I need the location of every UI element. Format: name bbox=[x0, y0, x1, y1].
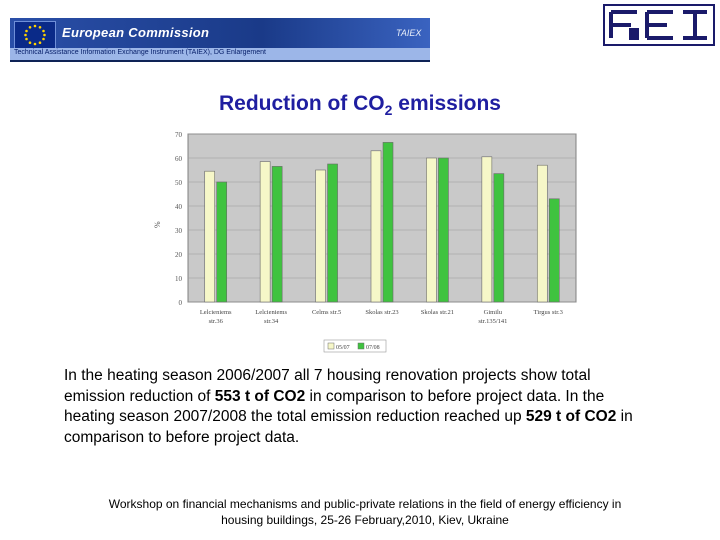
european-commission-title: European Commission bbox=[62, 25, 210, 40]
bar bbox=[216, 181, 228, 303]
x-tick-label: Lelcieniems bbox=[200, 309, 232, 316]
bar bbox=[370, 150, 382, 303]
plot-area bbox=[187, 133, 577, 303]
y-tick-label: 60 bbox=[175, 155, 183, 163]
european-commission-banner: European Commission TAIEX Technical Assi… bbox=[10, 18, 430, 62]
title-main: Reduction of CO bbox=[218, 92, 385, 115]
body-text-2: in comparison to before project data. In… bbox=[64, 387, 605, 426]
bar bbox=[382, 142, 394, 303]
body-bold-1: 553 t of CO2 bbox=[214, 387, 306, 405]
slide-title: Reduction of CO2 emissions bbox=[0, 92, 720, 118]
title-subscript: 2 bbox=[384, 102, 393, 119]
workshop-footer: Workshop on financial mechanisms and pub… bbox=[40, 496, 690, 528]
legend-label: 05/07 bbox=[336, 345, 350, 351]
bar bbox=[548, 198, 560, 303]
banner-top: European Commission TAIEX bbox=[10, 18, 430, 49]
x-tick-label: Lelcieniems bbox=[255, 309, 287, 316]
x-tick-label: str.34 bbox=[264, 318, 279, 325]
body-bold-2: 529 t of CO2 bbox=[525, 408, 617, 425]
title-end: emissions bbox=[392, 92, 501, 115]
x-tick-label: Tirgus str.3 bbox=[534, 309, 563, 316]
footer-line-2: housing buildings, 25-26 February,2010, … bbox=[221, 513, 509, 527]
bar bbox=[204, 170, 216, 303]
bar bbox=[481, 156, 493, 303]
bar bbox=[327, 163, 338, 303]
footer-line-1: Workshop on financial mechanisms and pub… bbox=[108, 497, 622, 511]
y-tick-label: 70 bbox=[175, 131, 183, 139]
y-tick-label: 20 bbox=[175, 251, 183, 259]
x-tick-label: Celms str.5 bbox=[312, 309, 341, 316]
title-text: Reduction of CO2 emissions bbox=[218, 92, 501, 119]
bar bbox=[271, 166, 283, 303]
x-tick-label: Gimilu bbox=[484, 309, 503, 316]
legend-label: 07/08 bbox=[366, 345, 380, 351]
taiex-label: TAIEX bbox=[396, 28, 422, 38]
legend-box bbox=[323, 339, 387, 353]
chart-svg: 0 10 20 30 40 50 60 70% Lelcieniems str.36 Lelcien… bbox=[153, 131, 577, 353]
x-tick-label: Skolas str.21 bbox=[421, 309, 454, 316]
legend-swatch bbox=[357, 342, 365, 350]
y-tick-label: 40 bbox=[175, 203, 183, 211]
emissions-chart: 0 10 20 30 40 50 60 70% Lelcieniems str.36 Lelcien… bbox=[144, 126, 580, 356]
y-tick-label: 10 bbox=[175, 275, 183, 283]
fei-logo bbox=[603, 4, 715, 46]
y-tick-label: 50 bbox=[175, 179, 183, 187]
eu-flag-icon bbox=[14, 21, 56, 49]
banner-subtitle-strip: Technical Assistance Information Exchang… bbox=[10, 48, 430, 60]
bar bbox=[438, 157, 449, 303]
y-axis-label: % bbox=[153, 221, 162, 228]
bar bbox=[426, 157, 437, 303]
body-text-3: in comparison to before project data. bbox=[64, 408, 633, 446]
bar bbox=[536, 164, 548, 303]
bar bbox=[493, 173, 505, 303]
y-tick-label: 30 bbox=[175, 227, 183, 235]
x-tick-label: Skolas str.23 bbox=[365, 309, 398, 316]
bar bbox=[315, 169, 326, 303]
taiex-subtitle: Technical Assistance Information Exchang… bbox=[14, 49, 266, 56]
x-tick-label: str.36 bbox=[209, 318, 224, 325]
body-text-1: In the heating season 2006/2007 all 7 ho… bbox=[64, 367, 591, 405]
body-paragraph: In the heating season 2006/2007 all 7 ho… bbox=[64, 366, 654, 448]
bar bbox=[259, 161, 271, 303]
x-tick-label: str.135/141 bbox=[478, 318, 507, 325]
legend-swatch bbox=[327, 342, 335, 350]
y-tick-label: 0 bbox=[179, 299, 183, 307]
